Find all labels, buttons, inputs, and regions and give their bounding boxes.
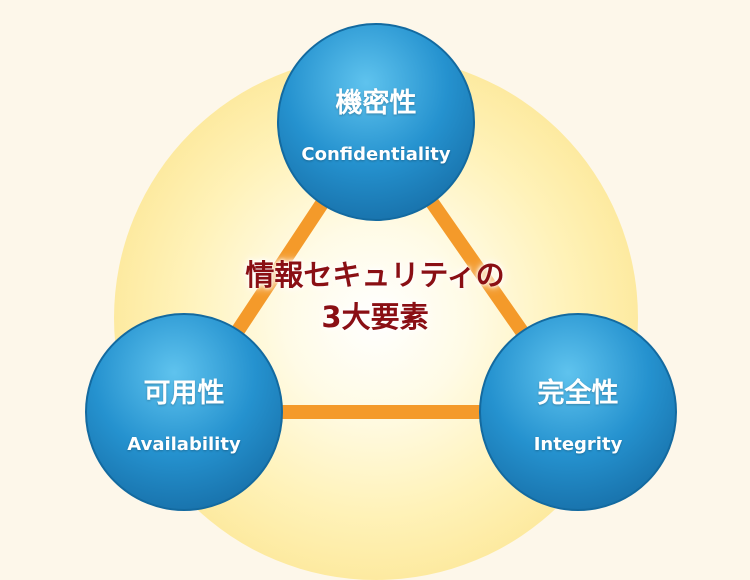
- circle-shape: [277, 23, 475, 221]
- node-integrity: 完全性 Integrity: [478, 312, 678, 512]
- node-availability-jp: 可用性: [143, 378, 225, 409]
- circle-shape: [85, 313, 283, 511]
- center-title-line1: 情報セキュリティの: [245, 258, 505, 292]
- node-availability-en: Availability: [127, 434, 241, 455]
- center-title: 情報セキュリティの 3大要素: [175, 254, 575, 338]
- node-integrity-en: Integrity: [533, 434, 623, 455]
- node-availability: 可用性 Availability: [84, 312, 284, 512]
- node-integrity-jp: 完全性: [537, 378, 619, 409]
- node-confidentiality-jp: 機密性: [335, 88, 417, 119]
- triangle-connector: [170, 109, 592, 419]
- node-confidentiality-en: Confidentiality: [301, 144, 451, 165]
- center-title-line2: 3大要素: [321, 300, 429, 334]
- node-confidentiality: 機密性 Confidentiality: [276, 22, 476, 222]
- circle-shape: [479, 313, 677, 511]
